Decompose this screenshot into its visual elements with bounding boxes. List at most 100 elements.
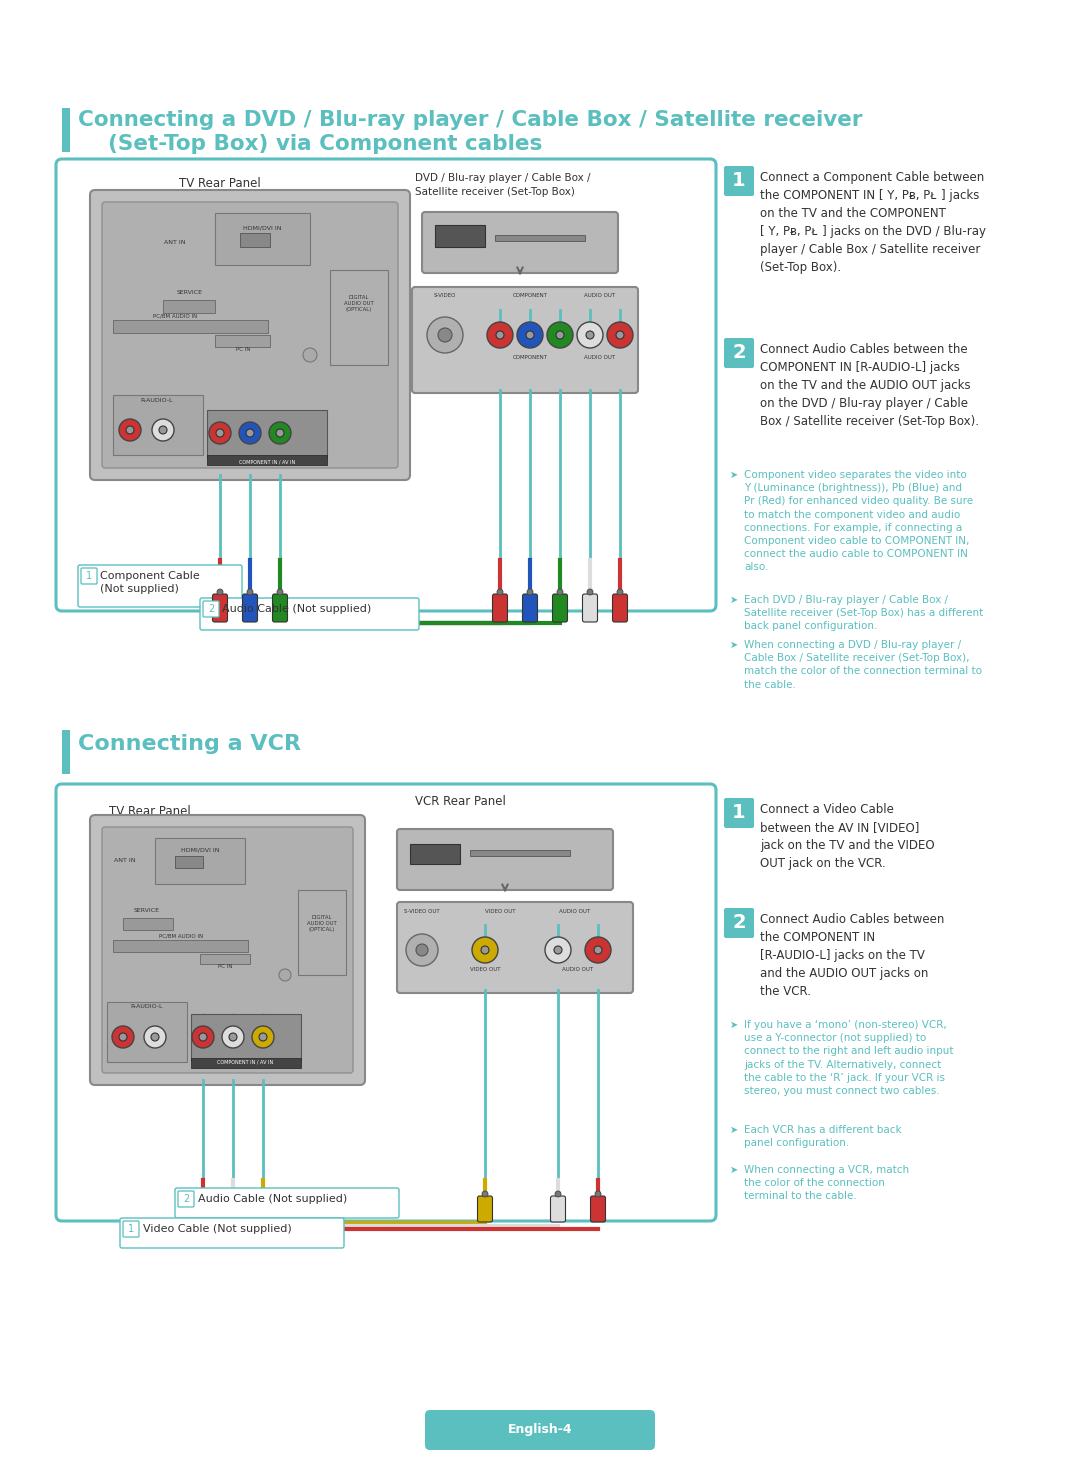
FancyBboxPatch shape — [397, 828, 613, 891]
Circle shape — [144, 1026, 166, 1048]
Text: 1: 1 — [86, 571, 92, 581]
Text: AUDIO OUT: AUDIO OUT — [563, 966, 594, 972]
FancyBboxPatch shape — [492, 594, 508, 622]
Text: COMPONENT IN / AV IN: COMPONENT IN / AV IN — [208, 1060, 281, 1066]
Circle shape — [526, 330, 534, 339]
FancyBboxPatch shape — [178, 1192, 194, 1206]
Bar — [113, 940, 248, 951]
Circle shape — [119, 1033, 127, 1040]
Circle shape — [546, 322, 573, 348]
Bar — [175, 857, 203, 868]
Circle shape — [416, 944, 428, 956]
Bar — [113, 396, 203, 455]
Text: Component Cable: Component Cable — [100, 571, 200, 581]
Bar — [200, 954, 249, 963]
Text: SERVICE: SERVICE — [177, 290, 203, 295]
FancyBboxPatch shape — [56, 159, 716, 611]
FancyBboxPatch shape — [123, 1221, 139, 1237]
Bar — [107, 1002, 187, 1063]
FancyBboxPatch shape — [422, 212, 618, 273]
Circle shape — [555, 1192, 561, 1197]
Text: COMPONENT: COMPONENT — [513, 356, 548, 360]
Text: (Set-Top Box) via Component cables: (Set-Top Box) via Component cables — [78, 133, 542, 154]
FancyBboxPatch shape — [81, 568, 97, 584]
Text: DIGITAL
AUDIO OUT
(OPTICAL): DIGITAL AUDIO OUT (OPTICAL) — [307, 914, 337, 932]
Text: PC IN: PC IN — [218, 963, 232, 969]
Text: R-AUDIO-L: R-AUDIO-L — [140, 399, 173, 403]
Text: COMPONENT IN / AV IN: COMPONENT IN / AV IN — [231, 455, 303, 459]
FancyBboxPatch shape — [78, 565, 242, 608]
FancyBboxPatch shape — [591, 1196, 606, 1223]
Text: ANT IN: ANT IN — [164, 240, 186, 245]
Text: COMPONENT: COMPONENT — [513, 293, 548, 298]
Text: 2: 2 — [183, 1194, 189, 1203]
Text: HDMI/DVI IN: HDMI/DVI IN — [180, 848, 219, 854]
Text: TV Rear Panel: TV Rear Panel — [179, 176, 261, 190]
Text: VIDEO OUT: VIDEO OUT — [485, 908, 515, 914]
Circle shape — [246, 428, 254, 437]
FancyBboxPatch shape — [612, 594, 627, 622]
Text: ➤: ➤ — [730, 470, 738, 480]
Text: 2: 2 — [207, 605, 214, 614]
FancyBboxPatch shape — [477, 1196, 492, 1223]
Circle shape — [279, 969, 291, 981]
Bar — [207, 455, 327, 465]
Circle shape — [151, 1033, 159, 1040]
Circle shape — [557, 588, 563, 594]
FancyBboxPatch shape — [724, 166, 754, 196]
Bar — [163, 299, 215, 313]
FancyBboxPatch shape — [226, 1196, 241, 1223]
Text: Each DVD / Blu-ray player / Cable Box /
Satellite receiver (Set-Top Box) has a d: Each DVD / Blu-ray player / Cable Box / … — [744, 594, 983, 631]
Circle shape — [481, 946, 489, 954]
Text: TV Rear Panel: TV Rear Panel — [109, 805, 191, 818]
Circle shape — [497, 588, 503, 594]
FancyBboxPatch shape — [56, 784, 716, 1221]
Text: R-AUDIO-L: R-AUDIO-L — [131, 1003, 163, 1009]
Text: ➤: ➤ — [730, 594, 738, 605]
FancyBboxPatch shape — [102, 827, 353, 1073]
FancyBboxPatch shape — [411, 288, 638, 393]
Text: AUDIO OUT: AUDIO OUT — [559, 908, 591, 914]
Circle shape — [438, 328, 453, 342]
Text: (Not supplied): (Not supplied) — [100, 584, 179, 594]
Text: AUDIO OUT: AUDIO OUT — [584, 293, 616, 298]
Text: ➤: ➤ — [730, 1165, 738, 1175]
Text: DIGITAL
AUDIO OUT
(OPTICAL): DIGITAL AUDIO OUT (OPTICAL) — [345, 295, 374, 311]
Bar — [62, 731, 70, 774]
Circle shape — [496, 330, 504, 339]
Circle shape — [276, 588, 283, 594]
Circle shape — [119, 419, 141, 442]
Circle shape — [406, 934, 438, 966]
Text: 2: 2 — [732, 913, 746, 932]
FancyBboxPatch shape — [213, 594, 228, 622]
Circle shape — [222, 1026, 244, 1048]
FancyBboxPatch shape — [256, 1196, 270, 1223]
Circle shape — [159, 425, 167, 434]
Circle shape — [229, 1033, 237, 1040]
Text: 1: 1 — [732, 803, 746, 823]
FancyBboxPatch shape — [724, 338, 754, 368]
Text: VIDEO OUT: VIDEO OUT — [470, 966, 500, 972]
FancyBboxPatch shape — [426, 1409, 654, 1449]
FancyBboxPatch shape — [551, 1196, 566, 1223]
Text: 2: 2 — [732, 344, 746, 363]
Bar — [215, 335, 270, 347]
Text: Audio Cable (Not supplied): Audio Cable (Not supplied) — [222, 605, 372, 614]
FancyBboxPatch shape — [90, 815, 365, 1085]
Text: If you have a ‘mono’ (non-stereo) VCR,
use a Y-connector (not supplied) to
conne: If you have a ‘mono’ (non-stereo) VCR, u… — [744, 1020, 954, 1097]
Text: SERVICE: SERVICE — [134, 908, 160, 913]
FancyBboxPatch shape — [724, 908, 754, 938]
Bar — [298, 891, 346, 975]
Bar — [410, 845, 460, 864]
FancyBboxPatch shape — [397, 903, 633, 993]
Circle shape — [247, 588, 253, 594]
Text: Connect a Component Cable between
the COMPONENT IN [ Y, Pᴃ, Pᴌ ] jacks
on the TV: Connect a Component Cable between the CO… — [760, 170, 986, 274]
Bar — [113, 320, 268, 333]
Text: HDMI/DVI IN: HDMI/DVI IN — [243, 225, 281, 230]
Circle shape — [527, 588, 534, 594]
Text: Connecting a DVD / Blu-ray player / Cable Box / Satellite receiver: Connecting a DVD / Blu-ray player / Cabl… — [78, 110, 863, 130]
Text: PC IN: PC IN — [235, 347, 251, 353]
Text: AUDIO OUT: AUDIO OUT — [584, 356, 616, 360]
Bar — [191, 1058, 301, 1069]
FancyBboxPatch shape — [272, 594, 287, 622]
